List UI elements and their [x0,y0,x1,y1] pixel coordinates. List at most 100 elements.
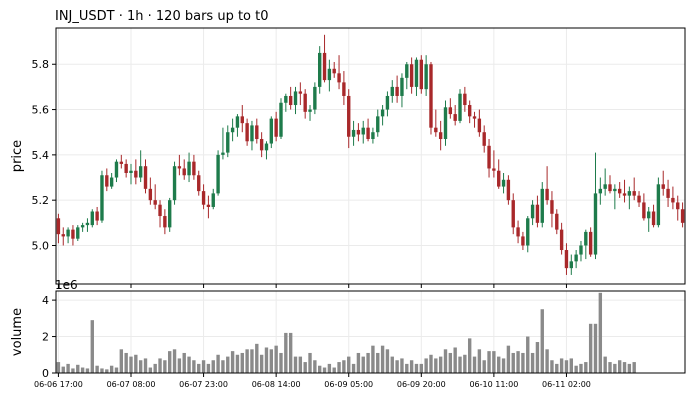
volume-bar [347,356,351,373]
candle-body [584,231,588,246]
volume-bar [143,358,148,373]
candle-body [105,175,109,187]
volume-bar [627,363,632,373]
volume-bar [226,356,230,373]
candle-body [487,145,491,169]
candle-body [284,95,288,103]
time-x-axis: 06-06 17:00 06-07 08:00 06-07 23:00 06-08 1… [34,373,591,389]
volume-tick-label: 4 [42,294,49,307]
candle-body [114,161,119,178]
candle-body [235,116,240,128]
candle-body [177,166,182,169]
volume-bar [467,338,472,373]
volume-bar [555,363,559,373]
candle-body [182,168,186,176]
candle-body [656,184,661,226]
candle-body [259,139,264,151]
volume-bar [521,352,525,373]
candle-body [303,93,307,112]
volume-bar [438,356,443,373]
volume-bar [66,363,70,373]
price-tick-label: 5.2 [32,194,50,207]
candle-body [332,68,336,74]
volume-bar [114,367,119,373]
volume-bar [129,356,133,373]
candle-body [385,95,390,110]
candle-body [443,107,448,140]
volume-bar [419,363,423,373]
volume-bar [545,349,549,373]
candle-body [661,184,665,189]
chart-title: INJ_USDT · 1h · 120 bars up to t0 [55,9,269,24]
volume-bar [240,352,244,373]
volume-bar [61,366,65,373]
volume-bar [80,367,85,373]
volume-bar [366,352,370,373]
price-tick-label: 5.6 [32,104,50,117]
volume-bar [501,358,506,373]
volume-bar [269,349,274,373]
candle-body [366,127,370,140]
volume-bar [511,352,515,373]
candle-body [676,202,680,210]
volume-bar [598,292,603,373]
volume-bar [617,360,622,373]
volume-bar [550,360,554,373]
volume-bar [288,332,293,373]
candle-body [603,184,607,189]
candle-body [293,91,298,106]
candle-body [269,118,274,144]
price-y-axis: 5.0 5.2 5.4 5.6 5.8 [32,58,567,288]
volume-bar [303,362,307,373]
volume-bar [274,345,278,373]
volume-bar [279,352,283,373]
candle-body [240,116,244,124]
candle-body [197,175,201,192]
volume-bar [119,349,124,373]
candle-body [637,195,641,203]
volume-bar [603,356,607,373]
volume-bar [230,351,235,373]
volume-bars [56,292,636,373]
volume-bar [71,368,75,373]
candle-body [143,166,148,189]
volume-bar [85,368,90,373]
volume-bar [569,358,573,373]
candle-body [153,200,157,205]
candle-body [395,86,399,96]
volume-bar [308,352,312,373]
candle-body [230,127,235,133]
volume-bar [100,368,104,373]
candle-body [497,170,501,187]
candle-body [434,127,438,133]
candle-body [322,52,327,81]
x-tick-label: 06-10 11:00 [469,380,518,389]
candle-body [56,218,61,235]
candle-body [327,68,332,81]
candle-body [95,211,99,221]
volume-bar [163,360,167,373]
candle-body [453,114,457,121]
candle-body [129,170,133,173]
volume-bar [177,358,182,373]
volume-bar [429,354,433,373]
candle-body [463,93,467,106]
volume-bar [259,354,264,373]
candle-body [192,161,196,176]
x-tick-label: 06-11 02:00 [542,380,591,389]
volume-bar [235,354,240,373]
candle-body [511,200,515,228]
volume-bar [216,354,220,373]
candle-body [221,152,225,155]
candle-body [380,109,385,117]
candle-body [535,204,540,223]
volume-bar [559,358,564,373]
candle-body [550,200,554,214]
volume-bar [293,356,298,373]
price-axis-label: price [10,140,25,172]
volume-bar [172,349,177,373]
candle-body [472,116,477,119]
volume-bar [487,351,491,373]
candle-body [66,229,70,237]
